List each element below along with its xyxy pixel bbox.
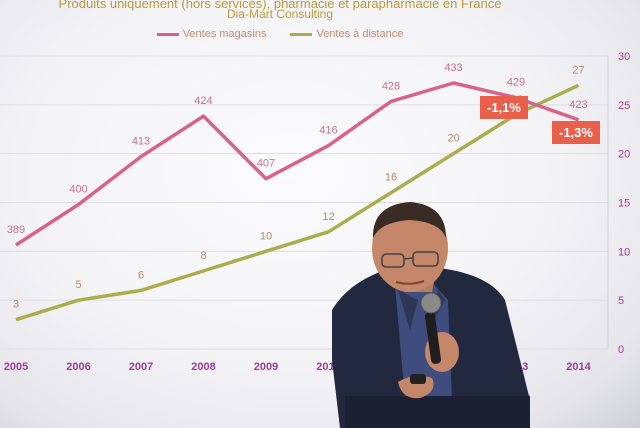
microphone-handle — [424, 312, 442, 364]
data-label-distance: 10 — [260, 230, 272, 242]
legend-swatch-distance — [290, 32, 313, 36]
data-label-magasins: 433 — [444, 62, 462, 74]
series-line-magasins — [15, 81, 580, 247]
legend-label-magasins: Ventes magasins — [182, 28, 267, 40]
chart-title: Produits uniquement (hors services), pha… — [58, 0, 502, 11]
data-label-magasins: 423 — [569, 99, 587, 111]
data-label-magasins: 407 — [257, 158, 275, 170]
chart-subtitle: Dia-Mart Consulting — [226, 7, 334, 21]
legend-swatch-magasins — [156, 32, 179, 36]
x-tick-label: 2006 — [66, 361, 90, 373]
y-tick-label: 5 — [618, 295, 624, 307]
y-tick-label: 20 — [618, 149, 630, 161]
data-label-magasins: 413 — [132, 136, 150, 148]
data-label-magasins: 400 — [69, 184, 87, 196]
data-label-magasins: 416 — [319, 125, 337, 137]
presenter-hair — [372, 202, 446, 238]
x-tick-label: 2005 — [4, 361, 28, 373]
y-tick-label: 15 — [618, 198, 630, 210]
y-tick-label: 30 — [618, 51, 630, 63]
x-tick-label: 2008 — [191, 361, 215, 373]
x-tick-label: 2014 — [566, 361, 591, 373]
podium — [345, 396, 530, 428]
data-label-magasins: 428 — [382, 80, 400, 92]
remote-clicker — [410, 374, 426, 384]
y-tick-label: 10 — [618, 246, 630, 258]
data-label-distance: 5 — [75, 279, 81, 291]
data-label-magasins: 424 — [194, 95, 212, 107]
badge-magasins-change: -1,3% — [552, 121, 600, 144]
data-label-distance: 12 — [322, 211, 334, 223]
x-tick-label: 2007 — [129, 361, 153, 373]
y-tick-label: 25 — [618, 100, 630, 112]
data-label-distance: 20 — [447, 133, 459, 145]
data-label-distance: 16 — [385, 172, 397, 184]
legend-item-distance: Ventes à distance — [290, 28, 403, 40]
legend-item-magasins: Ventes magasins — [156, 28, 267, 40]
data-label-distance: 8 — [200, 250, 206, 262]
badge-distance-change: -1,1% — [480, 96, 528, 119]
data-label-distance: 3 — [13, 299, 19, 311]
series-line-distance — [15, 83, 580, 322]
chart-legend: Ventes magasins Ventes à distance — [0, 28, 560, 40]
legend-label-distance: Ventes à distance — [316, 28, 404, 40]
data-label-distance: 27 — [572, 64, 584, 76]
microphone-icon — [420, 292, 442, 314]
data-label-distance: 6 — [138, 269, 144, 281]
data-label-magasins: 389 — [7, 224, 25, 236]
presenter-head — [372, 204, 448, 292]
data-label-magasins: 429 — [507, 77, 525, 89]
x-tick-label: 2009 — [254, 361, 278, 373]
y-tick-label: 0 — [618, 344, 624, 356]
glasses-icon — [381, 251, 439, 268]
